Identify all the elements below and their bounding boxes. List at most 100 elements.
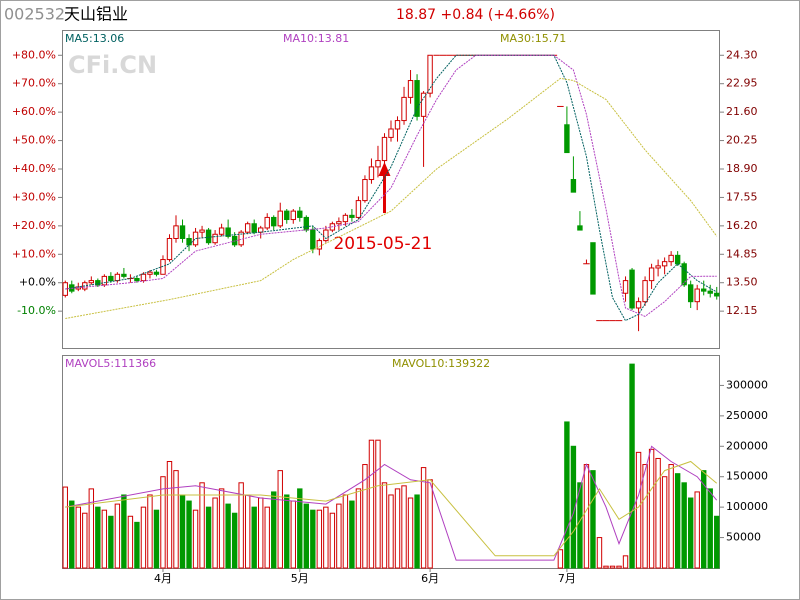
- volume-bar: [297, 488, 303, 569]
- volume-bar: [75, 506, 81, 569]
- volume-bar: [316, 509, 323, 569]
- y-tick-label: 100000: [726, 500, 768, 513]
- y-tick-label: 150000: [726, 470, 768, 483]
- y-tick-label: 14.85: [726, 247, 758, 260]
- volume-bar: [394, 488, 401, 569]
- volume-bar: [629, 363, 635, 569]
- volume-bar: [140, 506, 147, 569]
- candle-body: [271, 216, 277, 227]
- volume-bar: [707, 488, 713, 569]
- volume-bar: [238, 482, 244, 569]
- candle-body: [134, 278, 140, 282]
- candle-body: [577, 225, 583, 231]
- y2-tick-label: +30.0%: [12, 190, 56, 203]
- candle-body: [114, 273, 121, 282]
- volume-bar: [62, 486, 68, 569]
- candle-body: [225, 227, 231, 237]
- candle-body: [323, 229, 329, 242]
- candle-body: [199, 229, 205, 233]
- y-tick-label: 18.90: [726, 162, 758, 175]
- volume-bar: [166, 461, 173, 569]
- candle-body: [635, 301, 642, 309]
- y-tick-label: 200000: [726, 439, 768, 452]
- volume-bar: [147, 494, 153, 569]
- candle-body: [355, 200, 362, 218]
- candle-body: [336, 221, 342, 225]
- volume-bar: [564, 421, 570, 569]
- candle-body: [648, 267, 655, 282]
- volume-bar: [701, 470, 707, 569]
- x-tick-label: 7月: [558, 572, 576, 585]
- y-tick-label: 21.60: [726, 105, 758, 118]
- candle-body: [707, 290, 713, 294]
- volume-bar: [218, 488, 225, 569]
- volume-bar: [127, 515, 134, 569]
- y2-tick-label: +80.0%: [12, 48, 56, 61]
- candle-body: [342, 214, 349, 223]
- y2-tick-label: +20.0%: [12, 219, 56, 232]
- candle-body: [264, 216, 270, 229]
- candle-body: [694, 288, 700, 303]
- candle-body: [701, 288, 707, 292]
- candle-body: [277, 210, 283, 227]
- candle-body: [388, 128, 394, 138]
- y2-tick-label: +40.0%: [12, 162, 56, 175]
- watermark: CFi.CN: [68, 51, 157, 79]
- candle-body: [140, 273, 147, 282]
- candle-body: [244, 223, 251, 233]
- volume-bar: [661, 476, 668, 569]
- volume-bar: [648, 448, 655, 569]
- volume-bar: [714, 515, 720, 569]
- candle-body: [407, 80, 414, 98]
- volume-bar: [323, 506, 329, 569]
- volume-bar: [642, 464, 648, 569]
- volume-bar: [609, 565, 616, 569]
- volume-bar: [577, 482, 583, 569]
- volume-bar: [355, 488, 362, 569]
- y-tick-label: 300000: [726, 378, 768, 391]
- quote: 18.87 +0.84 (+4.66%): [396, 7, 555, 23]
- legend-entry: MA30:15.71: [500, 32, 566, 45]
- volume-bar: [205, 506, 212, 569]
- volume-bar: [414, 494, 420, 569]
- candle-body: [160, 259, 166, 275]
- volume-bar: [114, 503, 121, 569]
- y2-tick-label: +70.0%: [12, 77, 56, 90]
- candle-body: [205, 229, 212, 244]
- y2-tick-label: +60.0%: [12, 105, 56, 118]
- volume-bar: [264, 506, 270, 569]
- candle-body: [251, 223, 257, 233]
- volume-bar: [88, 488, 95, 569]
- ma-line: [65, 460, 718, 557]
- candle-body: [668, 254, 674, 263]
- volume-bar: [244, 494, 251, 569]
- candle-body: [687, 284, 694, 303]
- volume-bar: [407, 497, 414, 569]
- candle-body: [661, 261, 668, 267]
- legend-entry: MA10:13.81: [283, 32, 349, 45]
- candle-body: [381, 136, 388, 162]
- volume-bar: [388, 494, 394, 569]
- volume-bar: [258, 497, 264, 569]
- volume-bar: [635, 451, 642, 569]
- candle-body: [88, 280, 95, 284]
- ma-line: [65, 77, 718, 319]
- volume-bar: [82, 512, 88, 569]
- volume-bar: [192, 509, 199, 569]
- candle-body: [570, 179, 577, 193]
- y2-tick-label: +50.0%: [12, 134, 56, 147]
- volume-bar: [368, 439, 375, 569]
- volume-bar: [427, 479, 433, 569]
- candle-body: [368, 166, 375, 181]
- candle-body: [258, 227, 264, 233]
- candle-body: [166, 237, 173, 261]
- volume-bar: [687, 497, 694, 569]
- stock-code: 002532: [4, 5, 65, 24]
- candle-body: [284, 210, 290, 221]
- candle-body: [375, 160, 381, 168]
- ma-line: [65, 445, 718, 561]
- candle-body: [101, 275, 108, 286]
- volume-bar: [622, 555, 629, 569]
- candle-body: [622, 280, 629, 294]
